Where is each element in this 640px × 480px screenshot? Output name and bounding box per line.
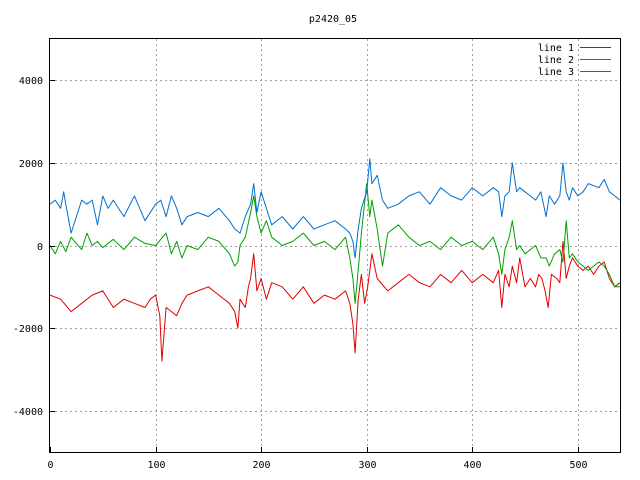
plot-frame <box>49 38 621 453</box>
y-tick-label: 2000 <box>19 159 43 170</box>
legend-label: line 3 <box>538 67 574 78</box>
x-tick-label: 300 <box>358 460 376 471</box>
x-tick-label: 500 <box>569 460 587 471</box>
x-tick-label: 0 <box>47 460 53 471</box>
tick-layer: 0 100 200 300 400 500 -4000 -2000 0 2000 4000 <box>13 76 588 471</box>
legend-label: line 2 <box>538 55 574 66</box>
x-tick-label: 400 <box>463 460 481 471</box>
y-tick-label: 4000 <box>19 76 43 87</box>
grid-layer <box>50 39 620 452</box>
y-tick-label: -4000 <box>13 407 43 418</box>
legend-label: line 1 <box>538 43 574 54</box>
y-tick-label: -2000 <box>13 324 43 335</box>
chart-title: p2420_05 <box>309 14 357 25</box>
x-tick-label: 200 <box>252 460 270 471</box>
x-tick-label: 100 <box>147 460 165 471</box>
series-line-2 <box>49 183 620 304</box>
y-tick-label: 0 <box>37 242 43 253</box>
series-layer <box>49 158 621 362</box>
series-line-1 <box>49 240 621 362</box>
series-line-3 <box>49 158 621 259</box>
